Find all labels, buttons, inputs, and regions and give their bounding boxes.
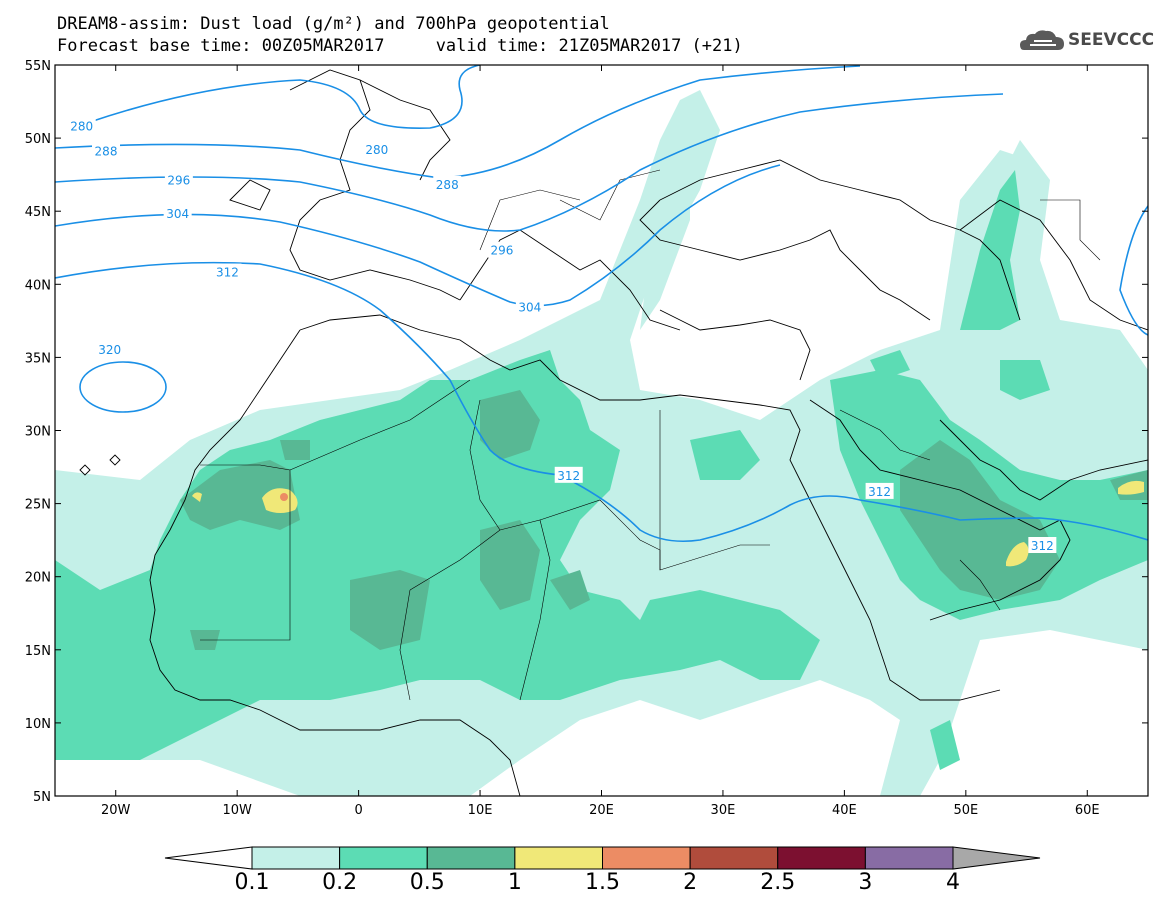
lon-label: 30E [711, 803, 736, 818]
lat-label: 20N [25, 571, 51, 586]
contour-label: 312 [557, 469, 580, 483]
colorbar-swatch [689, 846, 779, 870]
lon-label: 20W [101, 803, 131, 818]
longitude-axis: 20W 10W 0 10E 20E 30E 40E 50E 60E [101, 65, 1100, 818]
lon-label: 10E [468, 803, 493, 818]
contour-label: 296 [167, 173, 190, 187]
colorbar-label: 1 [507, 870, 522, 895]
coastlines [79, 69, 1148, 796]
contour-label-bg [164, 171, 193, 188]
contour-label: 296 [490, 244, 513, 258]
lon-label: 0 [354, 803, 362, 818]
contour-label-bg [515, 298, 544, 315]
lon-label: 10W [222, 803, 252, 818]
contour-label-bg [487, 241, 516, 258]
contour-label: 304 [166, 207, 189, 221]
lat-label: 35N [25, 351, 51, 366]
contour-label: 280 [365, 143, 388, 157]
colorbar-swatch [426, 846, 516, 870]
contour-label: 280 [70, 119, 93, 133]
lat-label: 45N [25, 205, 51, 220]
geopotential-contours [55, 65, 1148, 543]
map-title: DREAM8-assim: Dust load (g/m²) and 700hP… [57, 14, 610, 34]
colorbar-swatch [514, 846, 603, 870]
logo-text: SEEVCCC [1068, 30, 1155, 50]
contour-label-bg [95, 341, 124, 358]
contour-label: 312 [216, 266, 239, 280]
contour-label: 304 [518, 301, 541, 315]
contour-label-bg [865, 482, 894, 499]
colorbar-label: 0.2 [322, 870, 358, 895]
lat-label: 30N [25, 425, 51, 440]
dust-layer-peak [192, 480, 1144, 567]
lat-label: 55N [25, 59, 51, 74]
colorbar-label: 1.5 [585, 870, 620, 895]
colorbar-swatch [251, 846, 341, 870]
contour-label: 312 [868, 485, 891, 499]
colorbar-swatch [777, 846, 866, 870]
contour-label: 288 [95, 144, 118, 158]
dust-peak-marker [280, 493, 288, 501]
colorbar-label: 0.5 [409, 870, 445, 895]
contour-label-bg [1028, 536, 1057, 553]
lat-label: 10N [25, 717, 51, 732]
colorbar-label: 0.1 [234, 870, 270, 895]
lat-label: 15N [25, 644, 51, 659]
colorbar-swatch [339, 846, 428, 870]
lon-label: 20E [589, 803, 614, 818]
contour-label-bg [92, 142, 121, 159]
contour-label-bg [163, 205, 192, 222]
cloud-icon [1020, 30, 1064, 50]
colorbar-low-end [164, 846, 253, 870]
contour-label: 320 [98, 343, 121, 357]
colorbar-label: 2.5 [760, 870, 796, 895]
lat-label: 25N [25, 498, 51, 513]
colorbar-swatch [602, 846, 691, 870]
lat-label: 5N [33, 790, 51, 805]
contour-label: 288 [436, 178, 459, 192]
colorbar-swatch [864, 846, 954, 870]
colorbar-label: 3 [858, 870, 873, 895]
map-subtitle: Forecast base time: 00Z05MAR2017 valid t… [57, 36, 743, 56]
contour-label: 312 [1031, 539, 1054, 553]
contour-label-bg [213, 263, 242, 280]
latitude-axis: 55N 50N 45N 40N 35N 30N 25N 20N 15N 10N 5N [25, 59, 1148, 805]
country-borders [200, 169, 1101, 701]
contour-label-bg [362, 140, 391, 157]
colorbar-high-end [952, 846, 1041, 870]
contour-label-bg [554, 466, 583, 483]
lat-label: 50N [25, 132, 51, 147]
lon-label: 50E [953, 803, 978, 818]
lon-label: 40E [832, 803, 857, 818]
lon-label: 60E [1075, 803, 1100, 818]
contour-label-bg [67, 117, 96, 134]
colorbar-label: 2 [683, 870, 698, 895]
colorbar [164, 846, 1041, 870]
contour-label-bg [433, 175, 462, 192]
lat-label: 40N [25, 278, 51, 293]
colorbar-label: 4 [946, 870, 960, 895]
